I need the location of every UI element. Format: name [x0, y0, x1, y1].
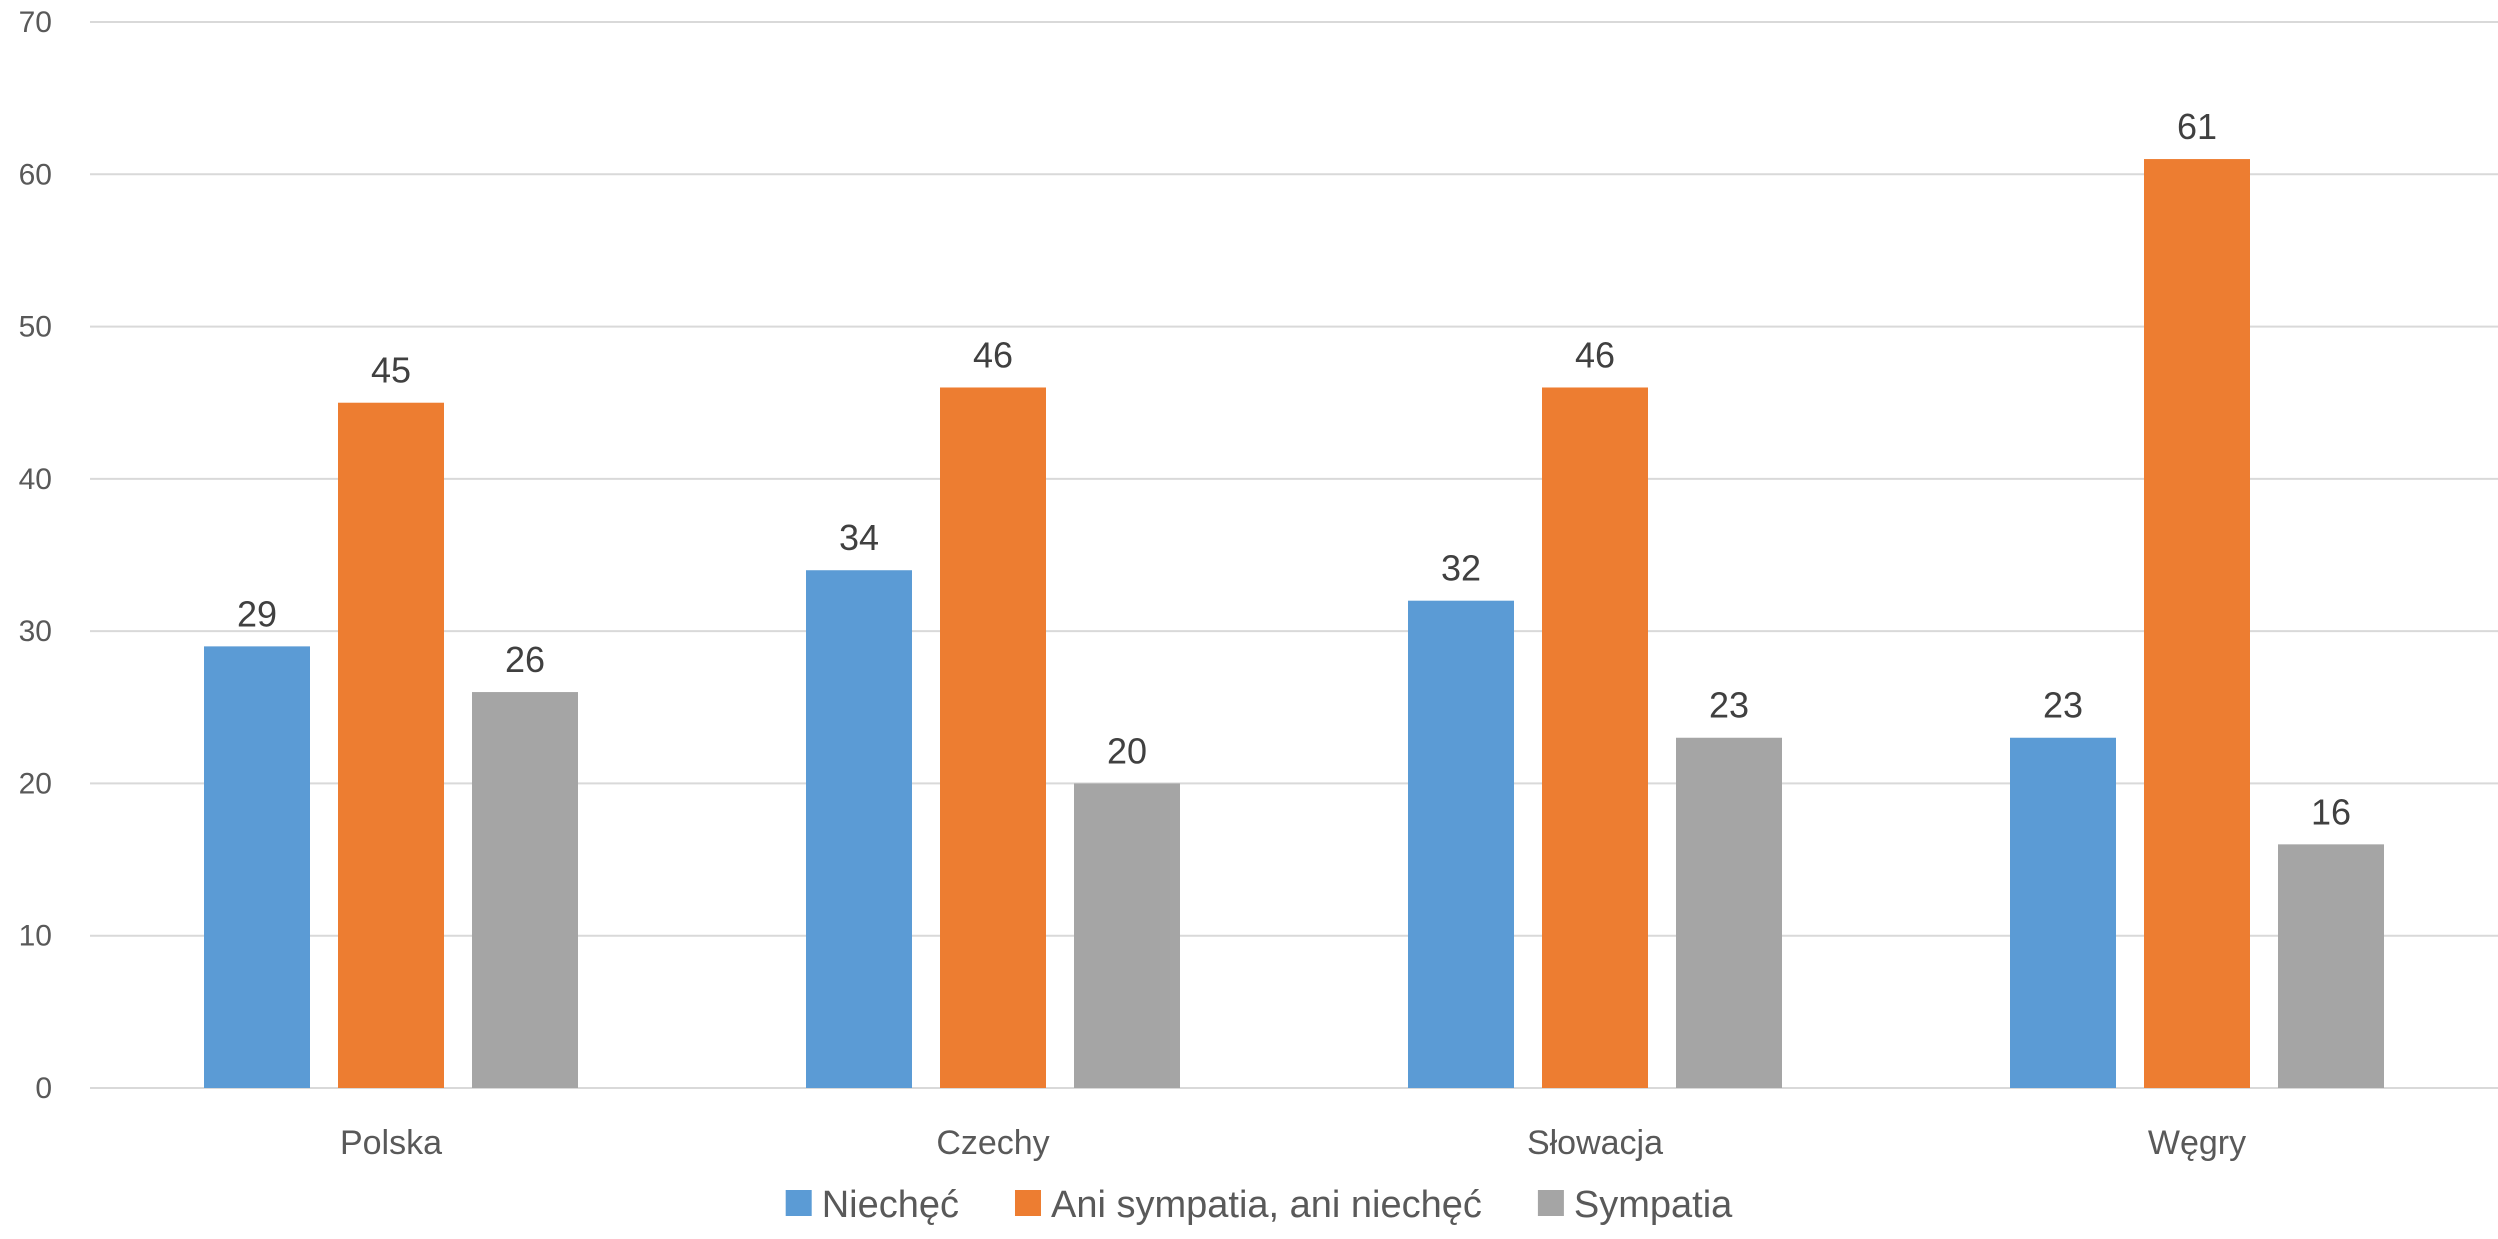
data-label-polska-series-1: 45: [371, 350, 411, 391]
legend-swatch-2: [1537, 1190, 1564, 1216]
bar-polska-series-0: [204, 646, 310, 1088]
data-label-czechy-series-0: 34: [839, 517, 879, 558]
bars: [204, 159, 2384, 1089]
y-tick-label-10: 10: [19, 920, 52, 953]
data-label-słowacja-series-0: 32: [1441, 548, 1481, 589]
bar-czechy-series-2: [1074, 783, 1180, 1088]
legend-label-0: Niechęć: [822, 1184, 959, 1226]
bar-czechy-series-1: [940, 387, 1046, 1088]
legend-swatch-1: [1014, 1190, 1041, 1216]
bar-węgry-series-2: [2278, 844, 2384, 1088]
x-category-label-2: Słowacja: [1527, 1124, 1663, 1162]
x-category-label-0: Polska: [340, 1124, 442, 1162]
bar-węgry-series-0: [2010, 737, 2116, 1088]
data-label-czechy-series-1: 46: [973, 334, 1013, 375]
y-tick-label-40: 40: [19, 463, 52, 496]
data-labels: 29 45 26 34 46 20 32 46 23 23 61 16: [237, 106, 2351, 832]
bar-węgry-series-1: [2144, 159, 2250, 1089]
y-tick-label-60: 60: [19, 158, 52, 191]
data-label-słowacja-series-2: 23: [1709, 685, 1749, 726]
x-category-label-3: Węgry: [2148, 1124, 2246, 1162]
y-tick-label-70: 70: [19, 6, 52, 39]
y-tick-label-50: 50: [19, 311, 52, 344]
y-axis-tick-labels: 0 10 20 30 40 50 60 70: [19, 6, 52, 1105]
bar-słowacja-series-1: [1542, 387, 1648, 1088]
gridlines: [90, 21, 2498, 1089]
bar-polska-series-2: [472, 692, 578, 1088]
legend: Niechęć Ani sympatia, ani niechęć Sympatia: [785, 1184, 1733, 1226]
bar-słowacja-series-0: [1408, 600, 1514, 1088]
x-axis-category-labels: Polska Czechy Słowacja Węgry: [340, 1124, 2246, 1162]
data-label-węgry-series-0: 23: [2043, 685, 2083, 726]
data-label-polska-series-2: 26: [505, 639, 545, 680]
bar-polska-series-1: [338, 402, 444, 1088]
bar-czechy-series-0: [806, 570, 912, 1088]
bar-słowacja-series-2: [1676, 737, 1782, 1088]
x-category-label-1: Czechy: [936, 1124, 1049, 1162]
y-tick-label-0: 0: [35, 1072, 52, 1105]
y-tick-label-30: 30: [19, 615, 52, 648]
data-label-czechy-series-2: 20: [1107, 730, 1147, 771]
data-label-polska-series-0: 29: [237, 593, 277, 634]
data-label-węgry-series-2: 16: [2311, 791, 2351, 832]
legend-label-2: Sympatia: [1574, 1184, 1733, 1226]
legend-swatch-0: [785, 1190, 812, 1216]
legend-label-1: Ani sympatia, ani niechęć: [1051, 1184, 1482, 1226]
data-label-węgry-series-1: 61: [2177, 106, 2217, 147]
y-tick-label-20: 20: [19, 767, 52, 800]
data-label-słowacja-series-1: 46: [1575, 334, 1615, 375]
